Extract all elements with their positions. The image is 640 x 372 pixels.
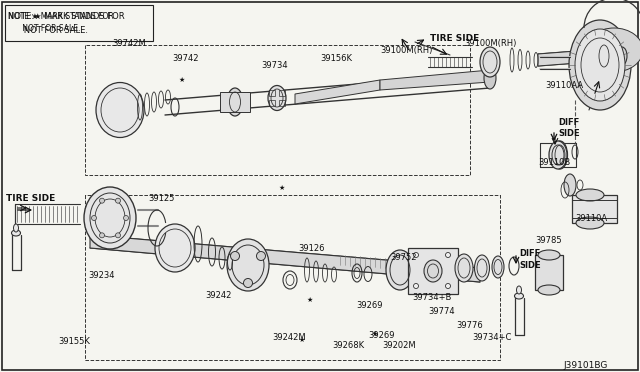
Text: NOT FOR SALE.: NOT FOR SALE. <box>8 23 81 32</box>
Ellipse shape <box>227 88 243 116</box>
Ellipse shape <box>13 224 19 232</box>
Text: DIFF: DIFF <box>558 118 579 126</box>
Text: 39234: 39234 <box>88 270 115 279</box>
Ellipse shape <box>552 141 568 169</box>
Text: 39242M: 39242M <box>272 333 306 341</box>
Ellipse shape <box>424 260 442 282</box>
Text: NOTE:★ MARK STANDS FOR: NOTE:★ MARK STANDS FOR <box>8 12 114 20</box>
Ellipse shape <box>155 224 195 272</box>
Ellipse shape <box>92 215 97 221</box>
Ellipse shape <box>413 253 419 257</box>
Ellipse shape <box>257 251 266 260</box>
Text: 39742: 39742 <box>172 54 198 62</box>
Text: 39269: 39269 <box>356 301 383 310</box>
Ellipse shape <box>84 187 136 249</box>
Ellipse shape <box>516 286 522 294</box>
Ellipse shape <box>564 174 576 196</box>
Text: 39742M: 39742M <box>112 38 146 48</box>
Text: ★: ★ <box>299 337 305 343</box>
Text: 39268K: 39268K <box>332 340 364 350</box>
Ellipse shape <box>99 233 104 238</box>
Text: ★: ★ <box>279 185 285 191</box>
Ellipse shape <box>230 251 239 260</box>
Text: J39101BG: J39101BG <box>563 360 607 369</box>
Bar <box>535 255 563 290</box>
Text: 39734+C: 39734+C <box>472 334 511 343</box>
Text: 39202M: 39202M <box>382 340 415 350</box>
Ellipse shape <box>413 283 419 289</box>
Bar <box>5 5 153 41</box>
Ellipse shape <box>576 189 604 201</box>
Polygon shape <box>380 70 490 90</box>
Text: ★: ★ <box>372 331 378 337</box>
Polygon shape <box>538 50 590 66</box>
Bar <box>269 100 275 106</box>
Bar <box>572 195 617 223</box>
Text: 39126: 39126 <box>298 244 324 253</box>
Ellipse shape <box>538 285 560 295</box>
Text: DIFF: DIFF <box>519 250 540 259</box>
Ellipse shape <box>569 20 631 110</box>
Bar <box>269 90 275 96</box>
Ellipse shape <box>474 255 490 281</box>
Ellipse shape <box>480 47 500 77</box>
Ellipse shape <box>445 253 451 257</box>
Text: 39734: 39734 <box>261 61 287 70</box>
Text: SIDE: SIDE <box>558 128 580 138</box>
Ellipse shape <box>115 233 120 238</box>
Bar <box>408 248 458 294</box>
Text: NOT FOR SALE.: NOT FOR SALE. <box>8 26 88 35</box>
Text: 39155K: 39155K <box>58 337 90 346</box>
Text: 39125: 39125 <box>148 193 174 202</box>
Ellipse shape <box>455 254 473 282</box>
Ellipse shape <box>585 28 640 72</box>
Bar <box>279 100 285 106</box>
Bar <box>572 200 617 218</box>
Text: 39110AA: 39110AA <box>545 80 583 90</box>
Text: 39734+B: 39734+B <box>412 294 451 302</box>
Ellipse shape <box>515 293 524 299</box>
Text: 39774: 39774 <box>428 308 454 317</box>
Ellipse shape <box>617 47 627 65</box>
Text: 39156K: 39156K <box>320 54 352 62</box>
Text: 39776: 39776 <box>456 321 483 330</box>
Text: ★: ★ <box>307 297 313 303</box>
Ellipse shape <box>549 141 567 169</box>
Ellipse shape <box>115 198 120 203</box>
Ellipse shape <box>575 29 625 101</box>
Bar <box>220 92 250 112</box>
Text: 39110A: 39110A <box>575 214 607 222</box>
Ellipse shape <box>492 256 504 278</box>
Ellipse shape <box>99 198 104 203</box>
Ellipse shape <box>227 239 269 291</box>
Text: 39100M(RH): 39100M(RH) <box>380 45 433 55</box>
Ellipse shape <box>268 86 286 110</box>
Text: 39110B: 39110B <box>538 157 570 167</box>
Text: 39752: 39752 <box>390 253 417 263</box>
Polygon shape <box>295 80 380 104</box>
Ellipse shape <box>538 250 560 260</box>
Text: 39242: 39242 <box>205 291 232 299</box>
Text: ★: ★ <box>179 77 185 83</box>
Ellipse shape <box>386 250 414 290</box>
Ellipse shape <box>445 283 451 289</box>
Text: NOTE:★ MARK STANDS FOR: NOTE:★ MARK STANDS FOR <box>8 12 125 20</box>
Text: 39269: 39269 <box>368 330 394 340</box>
Bar <box>279 90 285 96</box>
Text: 39100M(RH): 39100M(RH) <box>464 38 516 48</box>
Ellipse shape <box>596 40 612 72</box>
Text: 39785: 39785 <box>535 235 562 244</box>
Ellipse shape <box>96 83 144 138</box>
Ellipse shape <box>576 217 604 229</box>
Polygon shape <box>90 235 480 282</box>
Text: SIDE: SIDE <box>519 260 541 269</box>
Text: TIRE SIDE: TIRE SIDE <box>430 33 479 42</box>
Ellipse shape <box>484 67 496 89</box>
Text: TIRE SIDE: TIRE SIDE <box>6 193 55 202</box>
Ellipse shape <box>12 230 20 236</box>
Ellipse shape <box>243 279 253 288</box>
Ellipse shape <box>124 215 129 221</box>
